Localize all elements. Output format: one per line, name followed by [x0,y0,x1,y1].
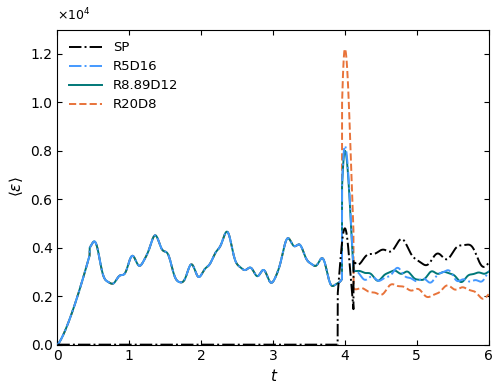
SP [431,254,437,259]
X-axis label: t: t [270,369,276,384]
Line: R8.89D12: R8.89D12 [58,151,488,344]
R5D16 [486,269,492,274]
R8.89D12 [431,269,437,274]
Line: R20D8: R20D8 [58,49,488,344]
R20D8 [220,238,226,242]
R20D8 [104,278,110,283]
SP [54,342,60,347]
Text: $\times 10^4$: $\times 10^4$ [58,7,91,23]
R8.89D12 [486,269,492,274]
R5D16 [104,278,110,283]
Line: R5D16: R5D16 [58,146,488,344]
R5D16 [220,238,226,242]
SP [486,260,492,265]
R8.89D12 [129,253,135,258]
R20D8 [431,292,437,297]
R20D8 [486,292,492,296]
R5D16 [129,253,135,258]
R8.89D12 [54,342,60,347]
Y-axis label: $\langle \epsilon \rangle$: $\langle \epsilon \rangle$ [7,177,25,197]
SP [104,342,110,347]
R8.89D12 [238,266,244,271]
R20D8 [342,47,348,51]
R5D16 [478,279,484,284]
R5D16 [238,266,244,271]
R20D8 [238,266,244,271]
R8.89D12 [478,271,484,275]
SP [342,226,348,231]
R5D16 [54,342,60,347]
R20D8 [478,295,484,300]
R20D8 [54,342,60,347]
R8.89D12 [104,278,110,283]
SP [478,262,484,266]
R8.89D12 [342,149,348,153]
R20D8 [129,253,135,258]
SP [220,342,226,347]
R5D16 [342,143,348,148]
Legend: SP, R5D16, R8.89D12, R20D8: SP, R5D16, R8.89D12, R20D8 [64,36,184,117]
SP [129,342,135,347]
R5D16 [431,277,437,282]
SP [238,342,244,347]
Line: SP: SP [58,228,488,344]
R8.89D12 [220,238,226,242]
